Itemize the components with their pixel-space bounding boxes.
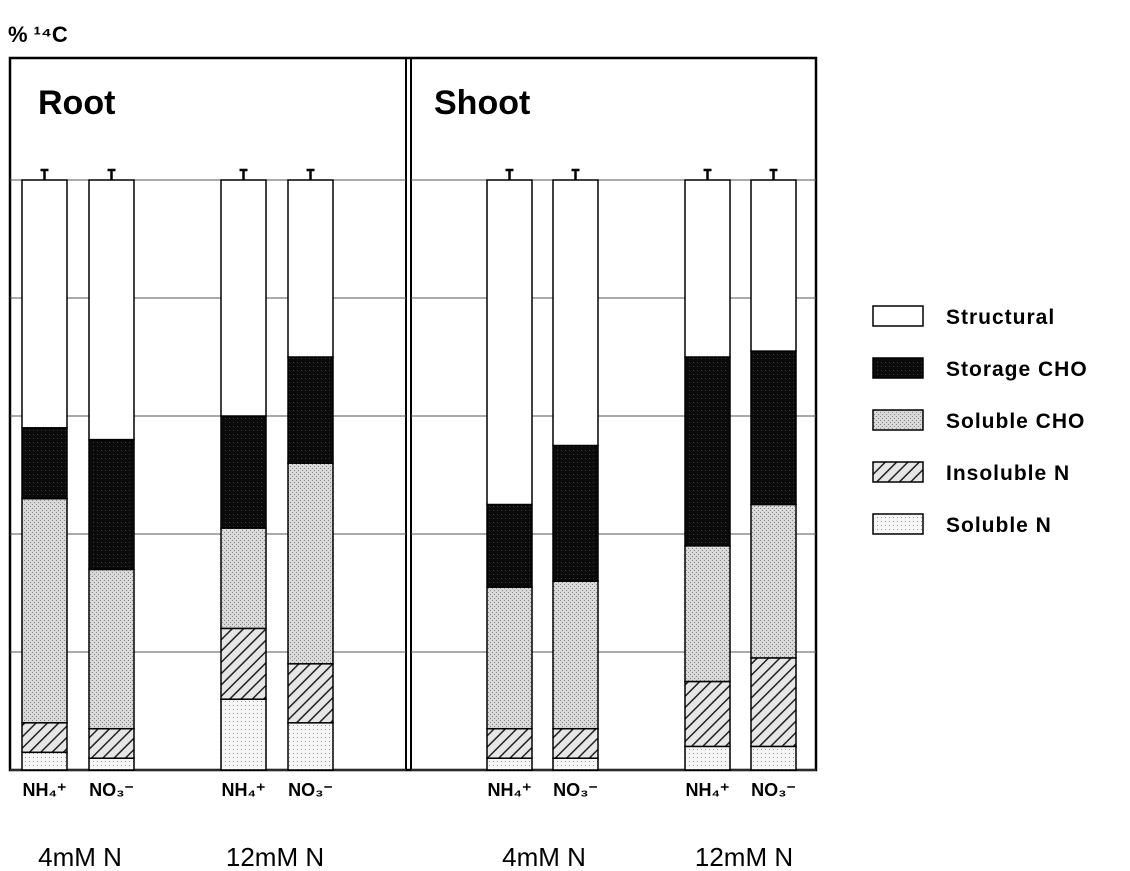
bar-segment-soluble-n [552,757,599,771]
grid [10,179,816,771]
bar-segment-structural [684,179,731,358]
legend-label: Storage CHO [946,358,1088,381]
x-tick-label: NO₃⁻ [751,780,796,800]
error-bar [239,168,248,180]
legend-item-insoluble-n: Insoluble N [872,461,1070,485]
error-bar [571,168,580,180]
bar-segment-storage-cho [750,350,797,506]
bar-segment-soluble-cho [21,497,68,724]
error-bar [703,168,712,180]
error-bar [306,168,315,180]
x-tick-label: NH₄⁺ [685,780,729,800]
legend: Structural Storage CHO Soluble CHO Insolubl… [872,305,1088,537]
group-label: 12mM N [695,842,793,871]
legend-swatch [872,409,924,431]
bar-segment-structural [220,179,267,417]
bar-segment-soluble-n [21,751,68,771]
bar-segment-storage-cho [486,503,533,588]
error-bar [107,168,116,180]
legend-swatch [872,305,924,327]
legend-swatch [872,357,924,379]
legend-label: Insoluble N [946,462,1070,485]
bar-segment-structural [21,179,68,429]
x-tick-label: NH₄⁺ [22,780,66,800]
bar-segment-soluble-n [287,722,334,771]
bar-segment-structural [88,179,135,441]
x-tick-label: NH₄⁺ [221,780,265,800]
bar-segment-structural [287,179,334,358]
error-bar [40,168,49,180]
bar-segment-soluble-cho [88,568,135,730]
bar-segment-soluble-n [684,745,731,771]
x-tick-label: NH₄⁺ [487,780,531,800]
bar-segment-insoluble-n [684,680,731,748]
legend-item-storage-cho: Storage CHO [872,357,1088,381]
panel-title-root: Root [38,84,115,122]
bar-segment-structural [750,179,797,352]
bar-segment-insoluble-n [486,727,533,759]
group-label: 4mM N [502,842,586,871]
legend-label: Soluble CHO [946,410,1085,433]
x-tick-label: NO₃⁻ [89,780,134,800]
bar-segment-storage-cho [287,356,334,464]
bar-segment-soluble-cho [287,462,334,665]
bar-segment-structural [486,179,533,506]
bar-segment-soluble-cho [684,545,731,683]
bar-segment-structural [552,179,599,447]
bar-segment-insoluble-n [750,657,797,748]
error-bar [769,168,778,180]
x-tick-label: NO₃⁻ [553,780,598,800]
bar-segment-storage-cho [88,438,135,571]
bar-segment-soluble-cho [552,580,599,730]
legend-item-structural: Structural [872,305,1055,329]
y-axis-label: % ¹⁴C [8,22,68,47]
bar-segment-soluble-cho [750,503,797,659]
legend-swatch [872,513,924,535]
legend-item-soluble-cho: Soluble CHO [872,409,1085,433]
bar-segment-storage-cho [552,444,599,582]
bar-segment-insoluble-n [287,663,334,724]
bars [21,168,797,771]
legend-item-soluble-n: Soluble N [872,513,1052,537]
error-bar [505,168,514,180]
group-labels: 4mM N 12mM N 4mM N 12mM N [38,842,793,871]
legend-label: Soluble N [946,514,1052,537]
bar-segment-storage-cho [220,415,267,529]
bar-segment-insoluble-n [220,627,267,700]
bar-segment-insoluble-n [88,727,135,759]
bar-segment-soluble-cho [486,586,533,730]
bar-segment-soluble-n [486,757,533,771]
group-label: 12mM N [226,842,324,871]
bar-segment-storage-cho [21,427,68,500]
panel-title-shoot: Shoot [434,84,530,122]
x-tick-labels: NH₄⁺ NO₃⁻ NH₄⁺ NO₃⁻ NH₄⁺ NO₃⁻ NH₄⁺ NO₃⁻ [22,780,795,800]
bar-segment-storage-cho [684,356,731,547]
group-label: 4mM N [38,842,122,871]
x-tick-label: NO₃⁻ [288,780,333,800]
legend-label: Structural [946,306,1055,329]
bar-segment-soluble-cho [220,527,267,630]
bar-segment-soluble-n [88,757,135,771]
bar-segment-soluble-n [220,698,267,771]
bar-segment-soluble-n [750,745,797,771]
bar-segment-insoluble-n [21,722,68,754]
legend-swatch [872,461,924,483]
bar-segment-insoluble-n [552,727,599,759]
